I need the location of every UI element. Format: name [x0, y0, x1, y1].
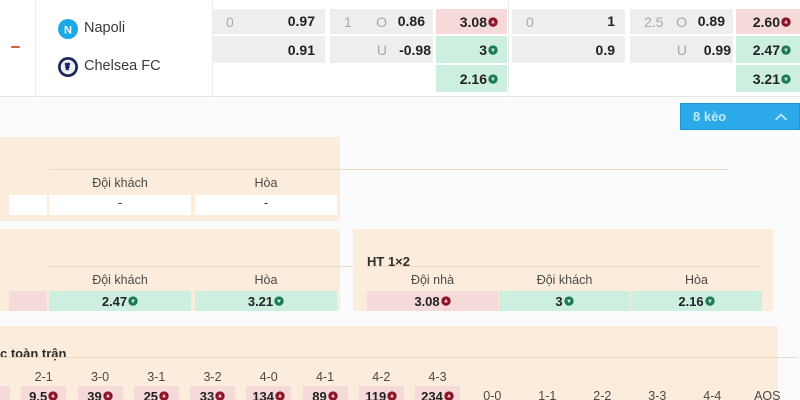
- svg-text:N: N: [64, 25, 72, 37]
